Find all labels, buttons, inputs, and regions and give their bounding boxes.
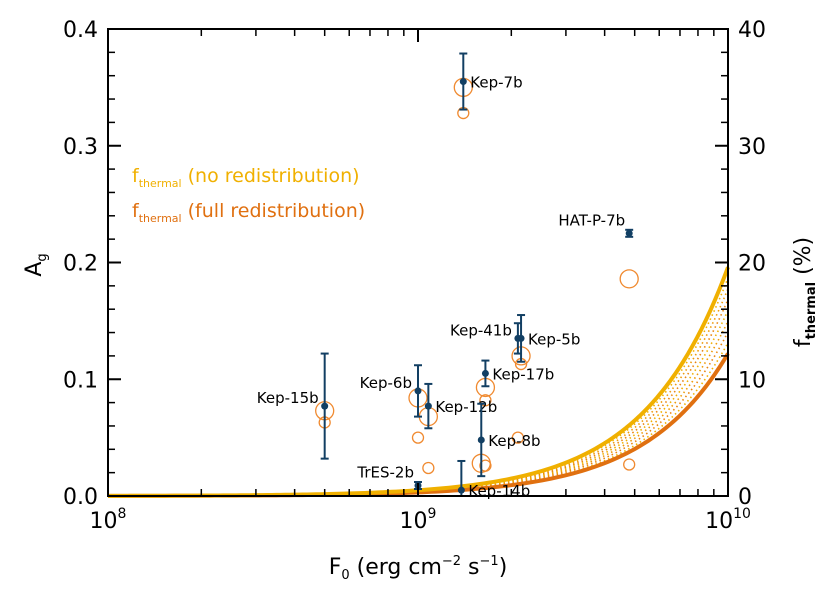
thermal-marker xyxy=(411,431,425,444)
data-point xyxy=(424,402,432,410)
planet-tres-2b: TrES-2b xyxy=(356,463,422,490)
y2-tick-label: 20 xyxy=(738,252,766,277)
legend: fthermal (no redistribution) fthermal (f… xyxy=(132,165,365,225)
data-point xyxy=(517,334,525,342)
y-tick-label: 0.2 xyxy=(63,252,98,277)
thermal-marker xyxy=(479,394,492,407)
intermediate-curve xyxy=(107,288,729,497)
thermal-marker xyxy=(479,459,492,472)
point-label: Kep-12b xyxy=(435,398,497,416)
point-label: Kep-41b xyxy=(450,321,512,339)
thermal-marker xyxy=(511,431,525,444)
y2-tick-label: 10 xyxy=(738,368,766,393)
data-point xyxy=(459,78,467,86)
point-label: Kep-15b xyxy=(257,389,319,407)
data-point xyxy=(457,486,465,494)
thermal-marker xyxy=(623,458,636,471)
y-tick-label: 0.3 xyxy=(63,135,98,160)
planet-kep-41b: Kep-41b xyxy=(450,321,522,355)
point-label: Kep-7b xyxy=(470,74,522,92)
point-label: TrES-2b xyxy=(356,463,414,481)
legend-entry-full-redistribution: fthermal (full redistribution) xyxy=(132,200,365,225)
point-label: Kep-14b xyxy=(468,482,530,500)
point-label: Kep-5b xyxy=(528,330,580,348)
thermal-marker xyxy=(422,461,435,475)
intermediate-curve xyxy=(107,331,729,497)
data-point xyxy=(414,387,422,395)
data-point xyxy=(321,402,329,410)
intermediate-curve xyxy=(108,342,729,497)
thermal-marker xyxy=(619,269,639,289)
planet-points: Kep-7b HAT-P-7b Kep-41b Kep-5b Kep-17b Kep-6b… xyxy=(257,52,634,500)
planet-kep-6b: Kep-6b xyxy=(360,364,422,418)
planet-kep-7b: Kep-7b xyxy=(459,52,523,111)
planet-hat-p-7b: HAT-P-7b xyxy=(558,211,634,238)
data-point xyxy=(625,229,633,237)
planet-kep-17b: Kep-17b xyxy=(481,359,554,388)
point-label: Kep-17b xyxy=(492,365,554,383)
x-tick-label: 108 xyxy=(90,506,127,534)
point-label: Kep-6b xyxy=(360,374,412,392)
plot-frame xyxy=(107,28,729,497)
data-point xyxy=(481,369,489,377)
x-axis-label: F0 (erg cm−2 s−1) xyxy=(329,554,508,583)
y2-axis-label: fthermal (%) xyxy=(791,237,819,347)
y2-tick-label: 30 xyxy=(738,135,766,160)
y2-tick-label: 40 xyxy=(738,18,766,43)
y-axis-label: Ag xyxy=(22,253,50,276)
x-tick-label: 1010 xyxy=(705,506,751,534)
y2-tick-label: 0 xyxy=(738,485,752,510)
point-label: Kep-8b xyxy=(488,432,540,450)
planet-kep-15b: Kep-15b xyxy=(257,352,329,460)
y-tick-label: 0.4 xyxy=(63,18,98,43)
planet-kep-8b: Kep-8b xyxy=(477,402,541,478)
legend-entry-no-redistribution: fthermal (no redistribution) xyxy=(132,165,360,190)
axes: 108 109 1010 0.0 0.1 0.2 0.3 0.4 0 10 20 30 40 xyxy=(63,18,766,534)
point-label: HAT-P-7b xyxy=(558,211,625,229)
y-tick-label: 0.1 xyxy=(63,368,98,393)
x-tick-label: 109 xyxy=(400,506,437,534)
data-point xyxy=(477,436,485,444)
y-tick-label: 0.0 xyxy=(63,485,98,510)
planet-kep-5b: Kep-5b xyxy=(517,314,580,363)
